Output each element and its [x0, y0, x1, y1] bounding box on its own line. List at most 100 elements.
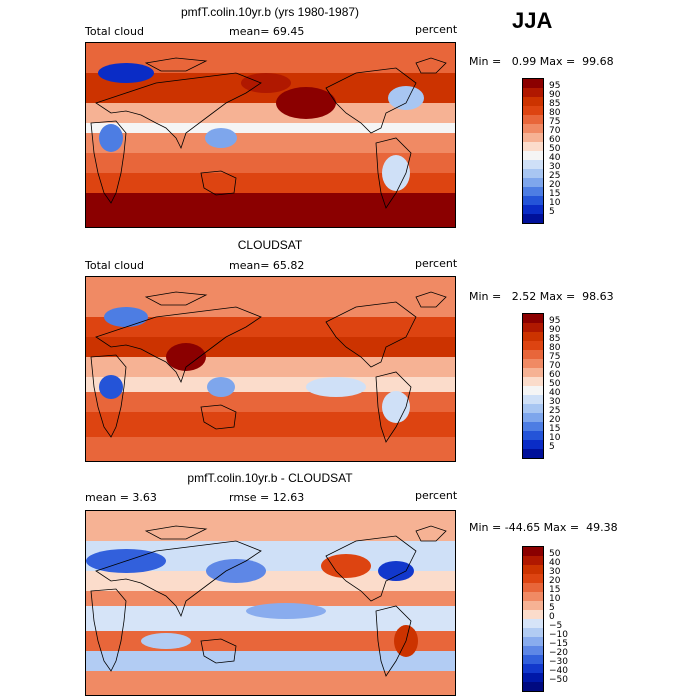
- field-anomaly: [378, 561, 414, 581]
- colorbar-tick-label: 10: [549, 594, 561, 604]
- colorbar-tick-label: −50: [549, 675, 568, 685]
- panel-3-map-field: [86, 511, 455, 695]
- colorbar-tick-label: 95: [549, 81, 561, 91]
- field-band: [86, 173, 455, 193]
- colorbar-swatch: [523, 565, 543, 574]
- coastline: [95, 306, 262, 384]
- field-anomaly: [104, 307, 148, 327]
- colorbar-tick-label: 85: [549, 99, 561, 109]
- field-band: [86, 357, 455, 377]
- colorbar-swatch: [523, 314, 543, 323]
- coastline: [90, 588, 127, 672]
- panel-2-title: CLOUDSAT: [237, 238, 303, 252]
- panel-3-rmse: rmse = 12.63: [229, 491, 305, 504]
- colorbar-swatch: [523, 187, 543, 196]
- season-label: JJA: [512, 8, 553, 33]
- field-band: [86, 651, 455, 671]
- panel-2-map: [85, 276, 456, 462]
- field-anomaly: [388, 86, 424, 110]
- coastline: [90, 354, 127, 438]
- panel-2-left-label: Total cloud: [85, 259, 144, 272]
- colorbar-swatch: [523, 359, 543, 368]
- colorbar-tick-label: 70: [549, 126, 561, 136]
- field-band: [86, 511, 455, 541]
- field-anomaly: [246, 603, 326, 619]
- colorbar-tick-label: 20: [549, 180, 561, 190]
- colorbar-swatch: [523, 413, 543, 422]
- colorbar-swatch: [523, 205, 543, 214]
- panel-2-colorbar: [522, 313, 544, 459]
- colorbar-tick-label: 40: [549, 558, 561, 568]
- colorbar-swatch: [523, 422, 543, 431]
- colorbar-tick-label: 85: [549, 334, 561, 344]
- colorbar-swatch: [523, 323, 543, 332]
- coastline: [144, 57, 208, 72]
- coastline: [325, 535, 417, 602]
- colorbar-swatch: [523, 395, 543, 404]
- field-anomaly: [241, 73, 291, 93]
- colorbar-tick-label: 25: [549, 406, 561, 416]
- colorbar-tick-label: 70: [549, 361, 561, 371]
- colorbar-tick-label: 25: [549, 171, 561, 181]
- panel-1-map: [85, 42, 456, 228]
- panel-1-map-field: [86, 43, 455, 227]
- colorbar-tick-label: 75: [549, 352, 561, 362]
- field-band: [86, 317, 455, 337]
- colorbar-tick-label: 15: [549, 424, 561, 434]
- colorbar-tick-label: 10: [549, 433, 561, 443]
- colorbar-tick-label: 50: [549, 379, 561, 389]
- colorbar-tick-label: 40: [549, 388, 561, 398]
- field-anomaly: [306, 377, 366, 397]
- colorbar-swatch: [523, 133, 543, 142]
- colorbar-swatch: [523, 619, 543, 628]
- colorbar-swatch: [523, 97, 543, 106]
- panel-3-units: percent: [415, 489, 458, 502]
- colorbar-swatch: [523, 646, 543, 655]
- colorbar-swatch: [523, 655, 543, 664]
- coastline: [144, 291, 208, 306]
- colorbar-swatch: [523, 341, 543, 350]
- field-anomaly: [206, 559, 266, 583]
- colorbar-tick-label: 75: [549, 117, 561, 127]
- coastline: [415, 525, 447, 542]
- coastline: [415, 57, 447, 74]
- colorbar-swatch: [523, 124, 543, 133]
- field-band: [86, 571, 455, 591]
- colorbar-tick-label: 5: [549, 207, 555, 217]
- panel-1-left-label: Total cloud: [85, 25, 144, 38]
- field-band: [86, 671, 455, 695]
- field-anomaly: [382, 155, 410, 191]
- coastline: [144, 525, 208, 540]
- colorbar-tick-label: 60: [549, 135, 561, 145]
- field-anomaly: [98, 63, 154, 83]
- colorbar-swatch: [523, 350, 543, 359]
- field-anomaly: [99, 124, 123, 152]
- colorbar-tick-label: −20: [549, 648, 568, 658]
- colorbar-swatch: [523, 115, 543, 124]
- field-band: [86, 103, 455, 123]
- colorbar-swatch: [523, 574, 543, 583]
- panel-2-mean: mean= 65.82: [229, 259, 305, 272]
- field-anomaly: [166, 343, 206, 371]
- colorbar-tick-label: 5: [549, 603, 555, 613]
- colorbar-swatch: [523, 368, 543, 377]
- coastline: [375, 605, 412, 677]
- field-band: [86, 437, 455, 461]
- colorbar-tick-label: −5: [549, 621, 563, 631]
- field-band: [86, 123, 455, 133]
- panel-3-title: pmfT.colin.10yr.b - CLOUDSAT: [187, 471, 353, 485]
- colorbar-tick-label: 50: [549, 549, 561, 559]
- field-band: [86, 377, 455, 392]
- colorbar-tick-label: 0: [549, 612, 555, 622]
- colorbar-swatch: [523, 79, 543, 88]
- coastline: [325, 67, 417, 134]
- colorbar-swatch: [523, 332, 543, 341]
- coastline: [95, 72, 262, 150]
- field-band: [86, 153, 455, 173]
- field-anomaly: [99, 375, 123, 399]
- panel-1-mean: mean= 69.45: [229, 25, 305, 38]
- colorbar-swatch: [523, 151, 543, 160]
- colorbar-swatch: [523, 601, 543, 610]
- colorbar-swatch: [523, 404, 543, 413]
- field-anomaly: [321, 554, 371, 578]
